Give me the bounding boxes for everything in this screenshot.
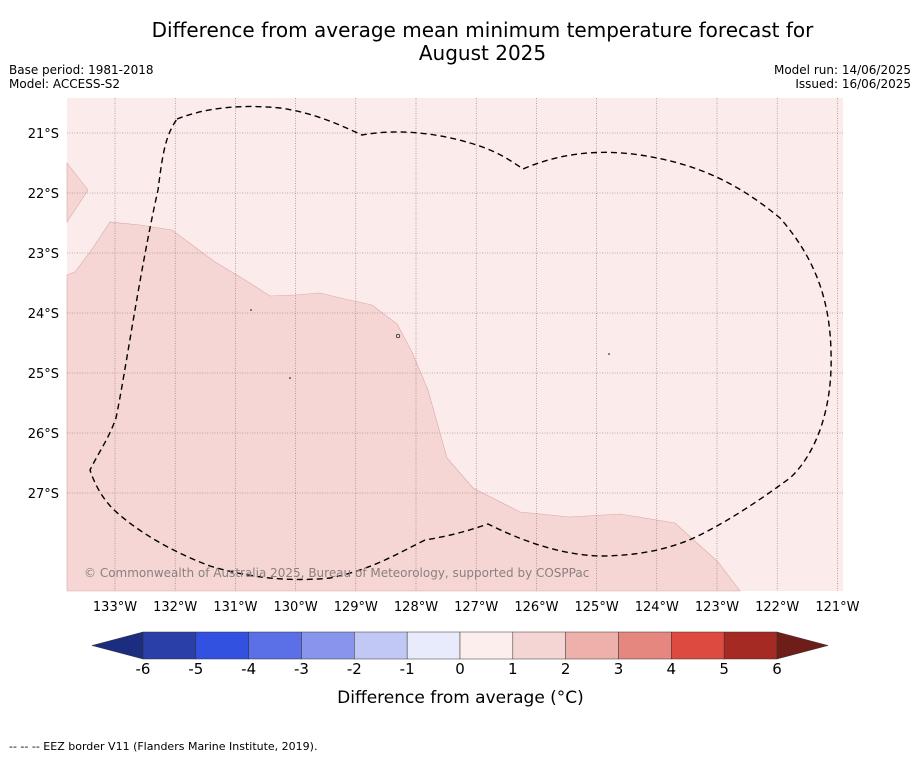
colorbar-under-arrow [91,631,144,660]
longitude-label: 127°W [454,600,498,615]
colorbar-segment [142,631,197,660]
colorbar-segment [565,631,619,660]
meta-right: Model run: 14/06/2025 Issued: 16/06/2025 [774,63,911,91]
model-run-text: Model run: 14/06/2025 [773,63,911,77]
colorbar-tick-label: 4 [666,660,677,678]
colorbar-segment [512,631,566,660]
longitude-label: 133°W [93,600,137,615]
longitude-label: 131°W [213,600,257,615]
longitude-gridlines [114,98,838,591]
longitude-label: 130°W [274,600,318,615]
colorbar-segment [354,631,408,660]
longitude-label: 124°W [635,600,679,615]
longitude-label: 121°W [815,600,859,615]
colorbar-segment [195,631,249,660]
colorbar-ticks: -6 -5 -4 -3 -2 -1 0 1 2 3 4 5 6 [0,660,919,680]
island-markers [250,309,610,379]
map-title-line2: August 2025 [418,41,547,65]
longitude-label: 125°W [575,600,619,615]
base-period-text: Base period: 1981-2018 [9,63,154,77]
colorbar-label: Difference from average (°C) [337,688,584,708]
eez-legend-note: -- -- -- EEZ border V11 (Flanders Marine… [9,740,318,753]
map-title: Difference from average mean minimum tem… [0,19,919,65]
latitude-label: 25°S [28,367,59,382]
island-marker [250,309,252,311]
copyright-text: © Commonwealth of Australia 2025, Bureau… [84,566,589,580]
longitude-label: 126°W [514,600,558,615]
longitude-label: 128°W [394,600,438,615]
model-text: Model: ACCESS-S2 [9,77,121,91]
colorbar-segment [723,631,778,660]
colorbar-tick-label: 0 [455,660,465,678]
colorbar [91,631,829,660]
island-marker [608,353,610,355]
latitude-label: 26°S [28,427,59,442]
issued-text: Issued: 16/06/2025 [795,77,911,91]
island-marker [289,377,291,379]
meta-left: Base period: 1981-2018 Model: ACCESS-S2 [9,63,154,91]
colorbar-segment [671,631,725,660]
colorbar-tick-label: 1 [508,660,518,678]
colorbar-tick-label: -4 [241,660,257,678]
latitude-label: 24°S [28,307,59,322]
latitude-label: 23°S [28,247,59,262]
map-title-line1: Difference from average mean minimum tem… [151,18,814,42]
colorbar-tick-label: -1 [399,660,415,678]
colorbar-segment [618,631,672,660]
colorbar-tick-label: -2 [346,660,362,678]
colorbar-tick-label: -5 [188,660,204,678]
colorbar-tick-label: -6 [135,660,151,678]
eez-border [89,105,832,581]
anomaly-region-warm-west [66,162,89,224]
colorbar-tick-label: 6 [772,660,782,678]
latitude-label: 27°S [28,487,59,502]
colorbar-segment [459,631,514,660]
latitude-label: 22°S [28,187,59,202]
longitude-label: 122°W [755,600,799,615]
longitude-label: 123°W [695,600,739,615]
longitude-label: 132°W [153,600,197,615]
longitude-label: 129°W [334,600,378,615]
colorbar-segment [406,631,461,660]
longitude-labels: 133°W 132°W 131°W 130°W 129°W 128°W 127°W 126°W… [93,600,860,615]
island-marker [395,333,401,339]
colorbar-tick-label: 2 [560,660,571,678]
colorbar-over-arrow [776,631,829,660]
latitude-labels: 21°S 22°S 23°S 24°S 25°S 26°S 27°S [28,127,59,502]
latitude-label: 21°S [28,127,59,142]
colorbar-tick-label: 3 [613,660,624,678]
colorbar-tick-label: 5 [719,660,729,678]
latitude-gridlines [67,132,843,494]
colorbar-segment [301,631,355,660]
colorbar-segment [248,631,302,660]
colorbar-tick-label: -3 [294,660,309,678]
